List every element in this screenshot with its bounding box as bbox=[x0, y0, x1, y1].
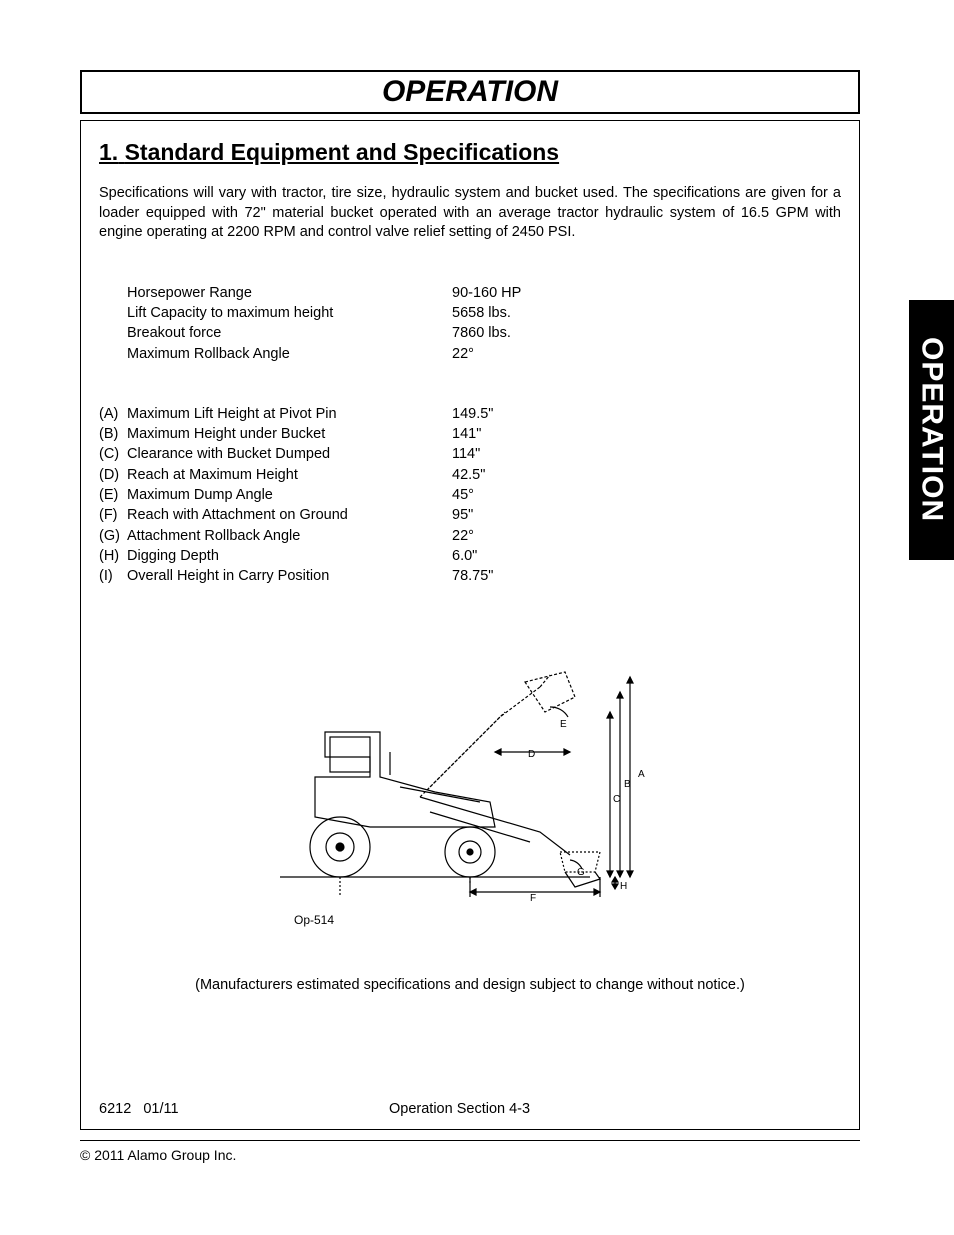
intro-paragraph: Specifications will vary with tractor, t… bbox=[99, 184, 841, 243]
disclaimer: (Manufacturers estimated specifications … bbox=[99, 977, 841, 993]
spec-label: Breakout force bbox=[127, 323, 452, 343]
spec-label: Maximum Dump Angle bbox=[127, 485, 452, 505]
spec-value: 78.75" bbox=[452, 566, 841, 586]
spec-label: Maximum Rollback Angle bbox=[127, 344, 452, 364]
section-number: 1. bbox=[99, 139, 118, 165]
dim-label: G bbox=[577, 867, 585, 878]
spec-row: (C) Clearance with Bucket Dumped 114" bbox=[99, 444, 841, 464]
spec-label: Horsepower Range bbox=[127, 283, 452, 303]
spec-label: Maximum Height under Bucket bbox=[127, 424, 452, 444]
spec-value: 95" bbox=[452, 505, 841, 525]
footer-date: 01/11 bbox=[143, 1101, 178, 1117]
diagram-caption: Op-514 bbox=[294, 913, 841, 927]
spec-key: (D) bbox=[99, 465, 127, 485]
spec-row: (B) Maximum Height under Bucket 141" bbox=[99, 424, 841, 444]
spec-label: Digging Depth bbox=[127, 546, 452, 566]
spec-label: Clearance with Bucket Dumped bbox=[127, 444, 452, 464]
spec-label: Maximum Lift Height at Pivot Pin bbox=[127, 404, 452, 424]
spec-value: 42.5" bbox=[452, 465, 841, 485]
spec-row: (G) Attachment Rollback Angle 22° bbox=[99, 526, 841, 546]
diagram-wrap: A B C D E F G H bbox=[99, 657, 841, 907]
spec-row: Breakout force 7860 lbs. bbox=[99, 323, 841, 343]
spec-row: (A) Maximum Lift Height at Pivot Pin 149… bbox=[99, 404, 841, 424]
footer-model: 6212 bbox=[99, 1101, 131, 1117]
dim-label: D bbox=[528, 749, 535, 760]
footer-left: 6212 01/11 bbox=[99, 1101, 349, 1117]
side-tab: OPERATION bbox=[909, 300, 954, 560]
copyright: © 2011 Alamo Group Inc. bbox=[80, 1140, 860, 1163]
spec-value: 5658 lbs. bbox=[452, 303, 841, 323]
spec-value: 141" bbox=[452, 424, 841, 444]
spec-value: 7860 lbs. bbox=[452, 323, 841, 343]
spec-value: 22° bbox=[452, 344, 841, 364]
spec-label: Lift Capacity to maximum height bbox=[127, 303, 452, 323]
section-heading: 1. Standard Equipment and Specifications bbox=[99, 139, 841, 166]
spec-row: Maximum Rollback Angle 22° bbox=[99, 344, 841, 364]
spec-row: (D) Reach at Maximum Height 42.5" bbox=[99, 465, 841, 485]
lettered-specs: (A) Maximum Lift Height at Pivot Pin 149… bbox=[99, 404, 841, 587]
spec-row: Lift Capacity to maximum height 5658 lbs… bbox=[99, 303, 841, 323]
footer-section: Operation Section 4-3 bbox=[349, 1101, 841, 1117]
dim-label: H bbox=[620, 881, 627, 892]
spec-value: 45° bbox=[452, 485, 841, 505]
general-specs: Horsepower Range 90-160 HP Lift Capacity… bbox=[99, 283, 841, 364]
content-footer: 6212 01/11 Operation Section 4-3 bbox=[99, 1101, 841, 1117]
dim-label: F bbox=[530, 893, 536, 904]
spec-label: Overall Height in Carry Position bbox=[127, 566, 452, 586]
dim-label: B bbox=[624, 779, 631, 790]
spec-row: (I) Overall Height in Carry Position 78.… bbox=[99, 566, 841, 586]
section-title: Standard Equipment and Specifications bbox=[125, 139, 560, 165]
spec-value: 6.0" bbox=[452, 546, 841, 566]
spec-key: (H) bbox=[99, 546, 127, 566]
spec-row: (F) Reach with Attachment on Ground 95" bbox=[99, 505, 841, 525]
content-box: 1. Standard Equipment and Specifications… bbox=[80, 120, 860, 1130]
spec-key: (F) bbox=[99, 505, 127, 525]
spec-key: (C) bbox=[99, 444, 127, 464]
spec-key: (I) bbox=[99, 566, 127, 586]
dim-label: C bbox=[613, 794, 620, 805]
dim-label: E bbox=[560, 719, 567, 730]
spec-label: Attachment Rollback Angle bbox=[127, 526, 452, 546]
spec-row: (E) Maximum Dump Angle 45° bbox=[99, 485, 841, 505]
dim-label: A bbox=[638, 769, 645, 780]
spec-key: (E) bbox=[99, 485, 127, 505]
spec-row: (H) Digging Depth 6.0" bbox=[99, 546, 841, 566]
spec-row: Horsepower Range 90-160 HP bbox=[99, 283, 841, 303]
spec-key: (B) bbox=[99, 424, 127, 444]
spec-value: 90-160 HP bbox=[452, 283, 841, 303]
spec-value: 149.5" bbox=[452, 404, 841, 424]
spec-label: Reach with Attachment on Ground bbox=[127, 505, 452, 525]
spec-key: (A) bbox=[99, 404, 127, 424]
spec-value: 114" bbox=[452, 444, 841, 464]
page-title: OPERATION bbox=[382, 75, 558, 108]
page-title-box: OPERATION bbox=[80, 70, 860, 114]
tractor-diagram-icon: A B C D E F G H bbox=[270, 657, 670, 907]
spec-label: Reach at Maximum Height bbox=[127, 465, 452, 485]
spec-value: 22° bbox=[452, 526, 841, 546]
spec-key: (G) bbox=[99, 526, 127, 546]
